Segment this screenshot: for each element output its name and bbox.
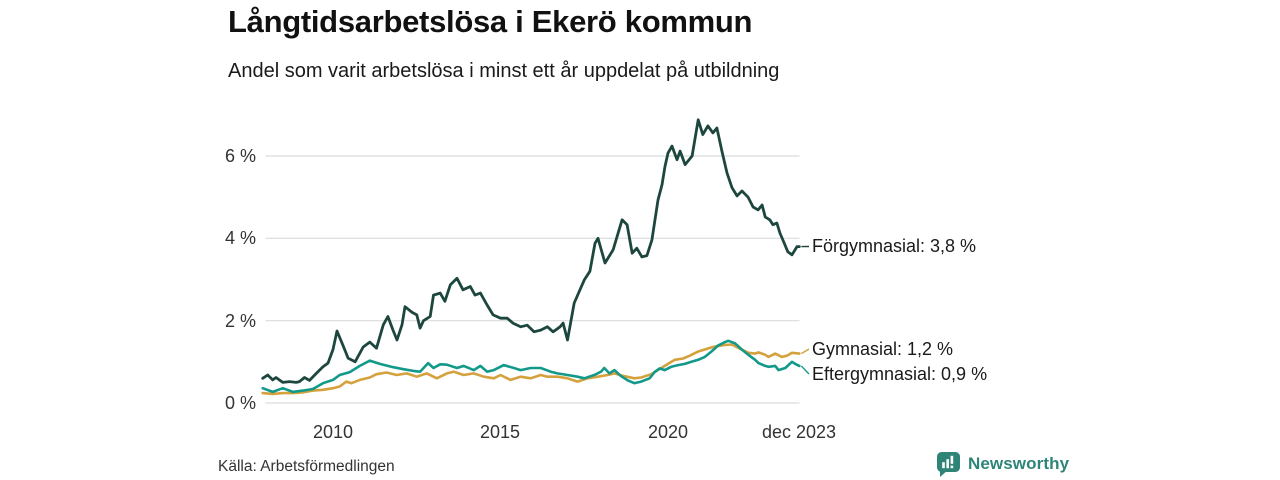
chart-subtitle: Andel som varit arbetslösa i minst ett å… (228, 60, 780, 82)
x-axis-tick-label: 2020 (647, 422, 689, 442)
series-label-eftergymnasial: Eftergymnasial: 0,9 % (812, 364, 988, 384)
x-axis-tick-label: 2010 (312, 422, 354, 442)
x-axis-tick-label: dec 2023 (761, 422, 837, 442)
y-axis-tick-label: 6 % (224, 146, 256, 166)
y-axis-tick-label: 4 % (224, 228, 256, 248)
y-axis-tick-label: 2 % (224, 311, 256, 331)
source-note: Källa: Arbetsförmedlingen (218, 458, 395, 475)
page-title: Långtidsarbetslösa i Ekerö kommun (228, 4, 753, 39)
newsworthy-logo-icon (936, 451, 961, 477)
y-axis-tick-label: 0 % (224, 393, 256, 413)
series-label-forgymnasial: Förgymnasial: 3,8 % (812, 236, 977, 256)
x-axis-tick-label: 2015 (479, 422, 521, 442)
newsworthy-brand: Newsworthy (936, 451, 1069, 477)
newsworthy-brand-text: Newsworthy (968, 454, 1070, 473)
series-label-gymnasial: Gymnasial: 1,2 % (812, 339, 954, 359)
